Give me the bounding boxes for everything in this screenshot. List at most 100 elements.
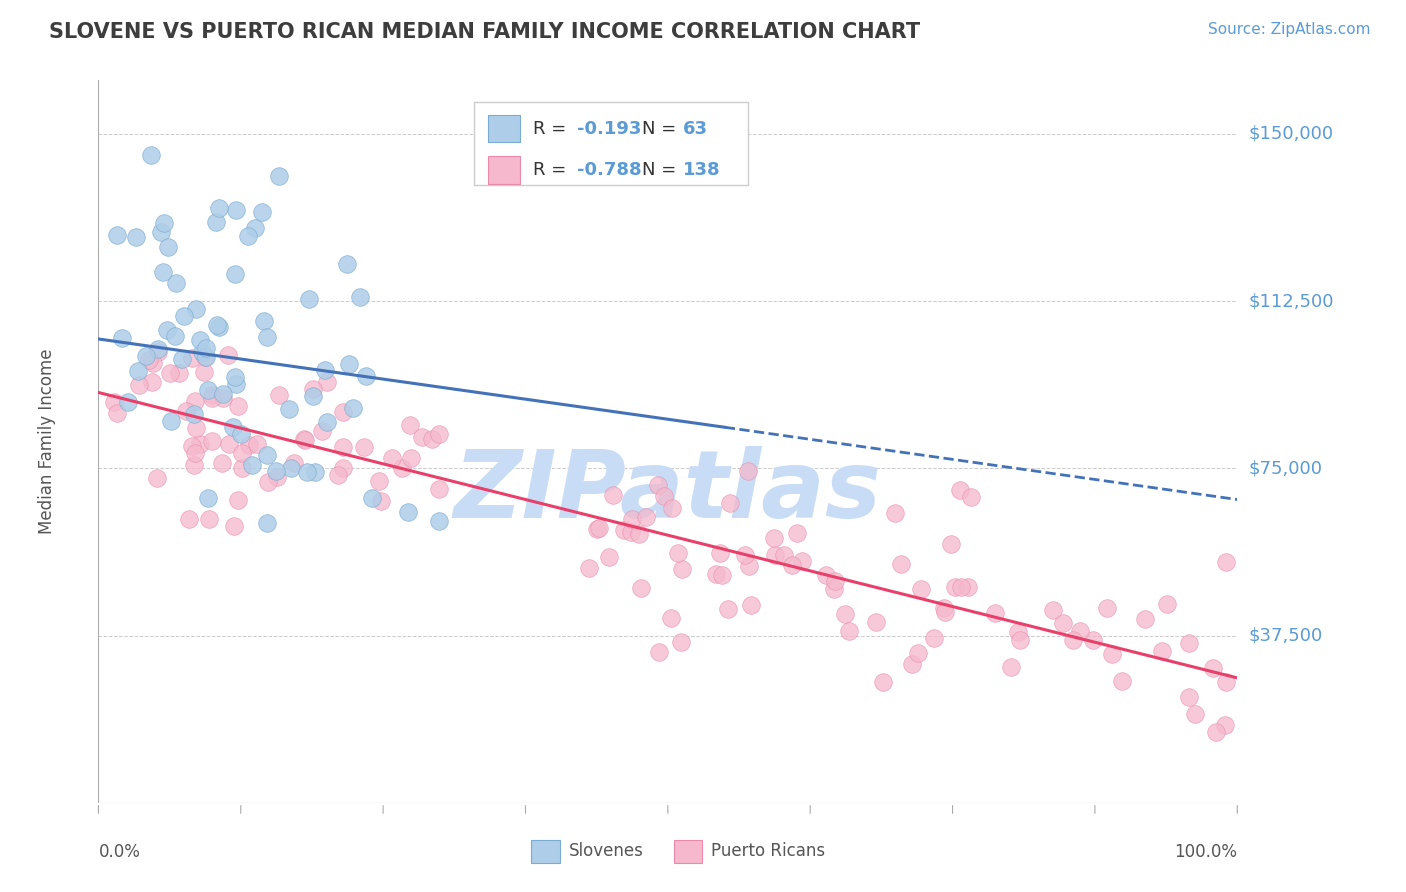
Point <box>429 514 451 528</box>
Point <box>370 493 392 508</box>
Point <box>283 456 305 470</box>
Point <box>208 320 231 334</box>
Point <box>838 624 860 639</box>
Point <box>782 558 804 572</box>
Point <box>183 393 205 408</box>
Point <box>326 468 349 483</box>
Point <box>619 525 641 540</box>
Point <box>149 225 172 239</box>
Point <box>111 330 134 344</box>
Point <box>153 216 176 230</box>
Point <box>231 460 253 475</box>
FancyBboxPatch shape <box>531 839 560 863</box>
Point <box>211 456 233 470</box>
Point <box>225 203 247 218</box>
Point <box>226 493 249 508</box>
Point <box>221 419 243 434</box>
Point <box>180 439 202 453</box>
Text: R =: R = <box>533 120 572 137</box>
Point <box>218 437 240 451</box>
Text: -0.193: -0.193 <box>576 120 641 137</box>
Text: 0.0%: 0.0% <box>98 843 141 861</box>
Point <box>138 353 160 368</box>
Point <box>139 147 162 161</box>
Point <box>661 501 683 516</box>
Point <box>586 522 609 536</box>
Point <box>924 631 946 645</box>
Point <box>737 464 759 478</box>
Point <box>709 546 731 560</box>
Point <box>598 549 620 564</box>
Point <box>648 645 671 659</box>
Point <box>146 470 169 484</box>
Point <box>160 414 183 428</box>
Point <box>224 370 246 384</box>
Point <box>790 554 813 568</box>
Point <box>208 201 231 215</box>
Point <box>934 605 956 619</box>
Point <box>342 401 364 416</box>
FancyBboxPatch shape <box>488 156 520 184</box>
Point <box>224 267 246 281</box>
Text: $150,000: $150,000 <box>1249 125 1333 143</box>
Point <box>634 509 657 524</box>
Point <box>738 558 761 573</box>
Point <box>627 526 650 541</box>
Point <box>1205 724 1227 739</box>
Point <box>302 389 325 403</box>
Point <box>295 465 318 479</box>
Point <box>786 525 808 540</box>
Point <box>240 458 263 472</box>
Point <box>1215 674 1237 689</box>
Text: $75,000: $75,000 <box>1249 459 1323 477</box>
Point <box>170 352 193 367</box>
Point <box>630 582 652 596</box>
Point <box>156 323 179 337</box>
Text: N =: N = <box>641 161 682 179</box>
Point <box>197 491 219 505</box>
Point <box>128 377 150 392</box>
Point <box>280 461 302 475</box>
Point <box>734 548 756 562</box>
Point <box>1135 612 1157 626</box>
Point <box>1008 632 1031 647</box>
Point <box>315 415 337 429</box>
Point <box>939 537 962 551</box>
Point <box>253 314 276 328</box>
Point <box>201 388 224 402</box>
Point <box>125 230 148 244</box>
Point <box>141 375 163 389</box>
Point <box>588 521 610 535</box>
Point <box>311 424 333 438</box>
Point <box>1178 636 1201 650</box>
Point <box>353 440 375 454</box>
Point <box>401 451 423 466</box>
Point <box>984 606 1007 620</box>
Point <box>336 258 359 272</box>
Point <box>314 362 336 376</box>
Point <box>823 582 845 596</box>
Point <box>1111 674 1133 689</box>
Point <box>304 465 326 479</box>
Point <box>763 532 786 546</box>
Point <box>1184 707 1206 722</box>
Point <box>907 646 929 660</box>
Point <box>212 392 235 406</box>
Point <box>704 566 727 581</box>
Point <box>671 635 693 649</box>
Point <box>1069 624 1091 639</box>
Text: -0.788: -0.788 <box>576 161 641 179</box>
Point <box>332 461 354 475</box>
Point <box>225 376 247 391</box>
Point <box>236 229 259 244</box>
Point <box>194 351 217 365</box>
Point <box>226 399 249 413</box>
Point <box>103 394 125 409</box>
Point <box>360 491 382 505</box>
Point <box>135 349 157 363</box>
Point <box>411 430 433 444</box>
Text: Puerto Ricans: Puerto Ricans <box>711 842 825 860</box>
Point <box>901 657 924 671</box>
Point <box>195 341 218 355</box>
Point <box>740 599 762 613</box>
